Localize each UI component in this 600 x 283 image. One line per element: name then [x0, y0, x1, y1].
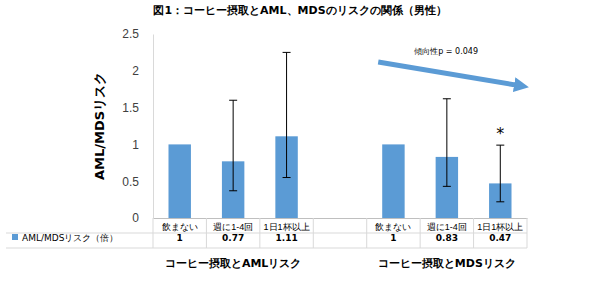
y-tick: 1.5	[122, 101, 153, 115]
group-label: コーヒー摂取とMDSリスク	[378, 257, 516, 270]
table-line	[6, 248, 527, 249]
bar	[382, 144, 404, 218]
chart: 図1：コーヒー摂取とAML、MDSのリスクの関係（男性） 0 0.5 1 1.5 2 2.5…	[0, 0, 600, 283]
error-bar-cap	[283, 52, 291, 53]
table-value: 0.77	[222, 233, 244, 243]
annotation: 傾向性p = 0.049	[414, 47, 478, 56]
y-axis-line	[153, 35, 154, 219]
table-line	[206, 218, 207, 248]
error-bar	[283, 52, 291, 177]
table-value: 1	[177, 233, 183, 243]
annotation: *	[496, 124, 504, 143]
bar	[168, 144, 190, 218]
error-bar-cap	[496, 201, 504, 202]
error-bar-cap	[283, 177, 291, 178]
table-value: 0.83	[436, 233, 458, 243]
data-table: AML/MDSリスク（倍） 1 0.77 1.11 1 0.83 0.47	[6, 218, 527, 248]
error-bar-cap	[443, 98, 451, 99]
table-line	[366, 218, 367, 248]
x-tick-label: 週に1-4回	[213, 222, 253, 232]
table-value: 1.11	[275, 233, 297, 243]
title: 図1：コーヒー摂取とAML、MDSのリスクの関係（男性）	[153, 4, 446, 17]
x-tick-label: 週に1-4回	[427, 222, 467, 232]
y-tick-label: 2	[132, 64, 139, 78]
error-bar	[496, 145, 504, 202]
table-value: 0.47	[489, 233, 511, 243]
legend-swatch	[12, 234, 18, 240]
error-bar-stem	[233, 100, 234, 191]
y-tick: 1	[132, 138, 153, 152]
y-tick: 0.5	[122, 175, 153, 189]
x-tick: 週に1-4回	[427, 218, 467, 232]
x-tick-label: 飲まない	[162, 222, 198, 232]
error-bar-stem	[446, 99, 447, 187]
x-tick-label: 1日1杯以上	[477, 222, 523, 232]
y-tick-label: 1	[132, 138, 139, 152]
x-tick: 飲まない	[162, 218, 198, 232]
y-axis-title: AML/MDSリスク	[92, 72, 107, 180]
table-line	[473, 218, 474, 248]
table-line	[313, 218, 314, 248]
y-axis: 0 0.5 1 1.5 2 2.5	[122, 27, 153, 225]
error-bar	[443, 99, 451, 187]
error-bar-cap	[229, 100, 237, 101]
table-line	[259, 218, 260, 248]
error-bar-cap	[443, 186, 451, 187]
x-tick-label: 飲まない	[375, 222, 411, 232]
x-tick: 1日1杯以上	[264, 218, 310, 232]
y-tick: 2.5	[122, 27, 153, 41]
legend-label: AML/MDSリスク（倍）	[22, 233, 118, 243]
y-tick-label: 0	[132, 211, 139, 225]
table-value: 1	[390, 233, 396, 243]
x-tick-label: 1日1杯以上	[264, 222, 310, 232]
y-tick: 2	[132, 64, 153, 78]
error-bar-cap	[229, 190, 237, 191]
y-tick-label: 2.5	[122, 27, 139, 41]
x-tick: 1日1杯以上	[477, 218, 523, 232]
table-line	[420, 218, 421, 248]
table-line	[527, 218, 528, 248]
x-tick: 飲まない	[375, 218, 411, 232]
y-tick: 0	[132, 211, 153, 225]
x-axis-line	[154, 218, 528, 219]
x-axis: 飲まない 週に1-4回 1日1杯以上 飲まない 週に1-4回 1日1杯以上	[154, 218, 528, 232]
trend-arrow	[378, 62, 521, 86]
y-tick-label: 1.5	[122, 101, 139, 115]
table-line	[153, 218, 154, 248]
error-bar	[229, 100, 237, 191]
x-tick: 週に1-4回	[213, 218, 253, 232]
group-label: コーヒー摂取とAMLリスク	[165, 257, 301, 270]
y-tick-label: 0.5	[122, 175, 139, 189]
error-bar-cap	[496, 145, 504, 146]
error-bar-stem	[286, 52, 287, 177]
error-bar-stem	[500, 145, 501, 202]
